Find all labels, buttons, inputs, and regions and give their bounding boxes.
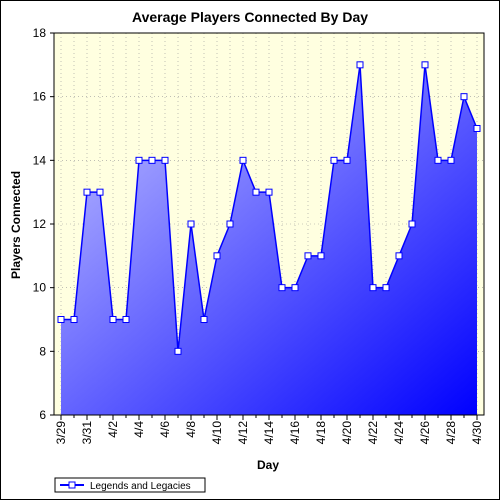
data-point — [304, 252, 312, 260]
data-point — [161, 156, 169, 164]
data-point — [421, 61, 429, 69]
x-tick-label: 3/29 — [54, 421, 68, 445]
data-point — [473, 125, 481, 132]
x-tick-label: 4/28 — [444, 421, 458, 445]
data-point — [460, 93, 468, 101]
x-tick-label: 4/30 — [470, 421, 484, 445]
data-point — [135, 156, 143, 164]
legend-box — [54, 477, 206, 493]
legend-entry-label: Legends and Legacies — [90, 481, 191, 492]
data-point — [57, 316, 65, 323]
data-point — [382, 284, 390, 292]
x-tick-label: 4/18 — [314, 421, 328, 445]
x-tick-label: 4/6 — [158, 421, 172, 438]
data-point — [239, 156, 247, 164]
data-point — [343, 156, 351, 164]
data-point — [434, 156, 442, 164]
x-tick-label: 4/16 — [288, 421, 302, 445]
x-tick-label: 4/26 — [418, 421, 432, 445]
legend: Legends and Legacies — [54, 477, 206, 493]
x-tick-label: 4/12 — [236, 421, 250, 445]
y-tick-label: 10 — [33, 281, 47, 295]
data-point — [148, 156, 156, 164]
x-tick-label: 4/14 — [262, 421, 276, 445]
data-point — [369, 284, 377, 292]
y-axis-label: Players Connected — [9, 171, 23, 279]
y-tick-label: 6 — [39, 408, 46, 422]
data-point — [252, 188, 260, 196]
chart-title: Average Players Connected By Day — [132, 9, 368, 25]
legend-marker-icon — [68, 481, 76, 489]
data-point — [187, 220, 195, 228]
y-tick-label: 16 — [33, 90, 47, 104]
data-point — [356, 61, 364, 69]
data-point — [200, 316, 208, 323]
data-point — [317, 252, 325, 260]
series-area — [61, 64, 477, 415]
data-point — [109, 316, 117, 323]
data-point — [278, 284, 286, 292]
x-tick-label: 4/8 — [184, 421, 198, 438]
x-tick-label: 4/24 — [392, 421, 406, 445]
x-tick-label: 4/22 — [366, 421, 380, 445]
x-tick-label: 3/31 — [80, 421, 94, 445]
x-tick-label: 4/4 — [132, 421, 146, 438]
data-point — [96, 188, 104, 196]
data-point — [70, 316, 78, 323]
data-point — [83, 188, 91, 196]
x-tick-label: 4/20 — [340, 421, 354, 445]
y-tick-label: 8 — [39, 344, 46, 358]
data-point — [265, 188, 273, 196]
y-tick-label: 18 — [33, 26, 47, 40]
x-axis-label: Day — [257, 458, 279, 472]
data-point — [122, 316, 130, 323]
data-point — [447, 156, 455, 164]
data-point — [174, 347, 182, 355]
y-tick-label: 12 — [33, 217, 47, 231]
data-point — [291, 284, 299, 292]
data-point — [330, 156, 338, 164]
x-tick-label: 4/10 — [210, 421, 224, 445]
data-point — [213, 252, 221, 260]
y-tick-label: 14 — [33, 153, 47, 167]
plot-area: 6 8 10 12 14 16 18 3/29 3/31 4/2 4/4 4/6 4/8 4/10 4/12… — [33, 26, 485, 445]
data-point — [226, 220, 234, 228]
data-point — [408, 220, 416, 228]
data-point — [395, 252, 403, 260]
x-tick-label: 4/2 — [106, 421, 120, 438]
